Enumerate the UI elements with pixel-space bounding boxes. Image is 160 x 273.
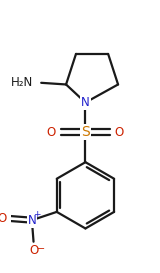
Text: +: + — [33, 210, 41, 219]
Text: N: N — [81, 96, 90, 109]
Text: O: O — [29, 244, 38, 257]
Text: O: O — [115, 126, 124, 139]
Text: O: O — [0, 212, 7, 225]
Text: O: O — [47, 126, 56, 139]
Text: H₂N: H₂N — [11, 76, 33, 89]
Text: N: N — [28, 214, 36, 227]
Text: −: − — [37, 244, 45, 254]
Text: S: S — [81, 125, 90, 139]
